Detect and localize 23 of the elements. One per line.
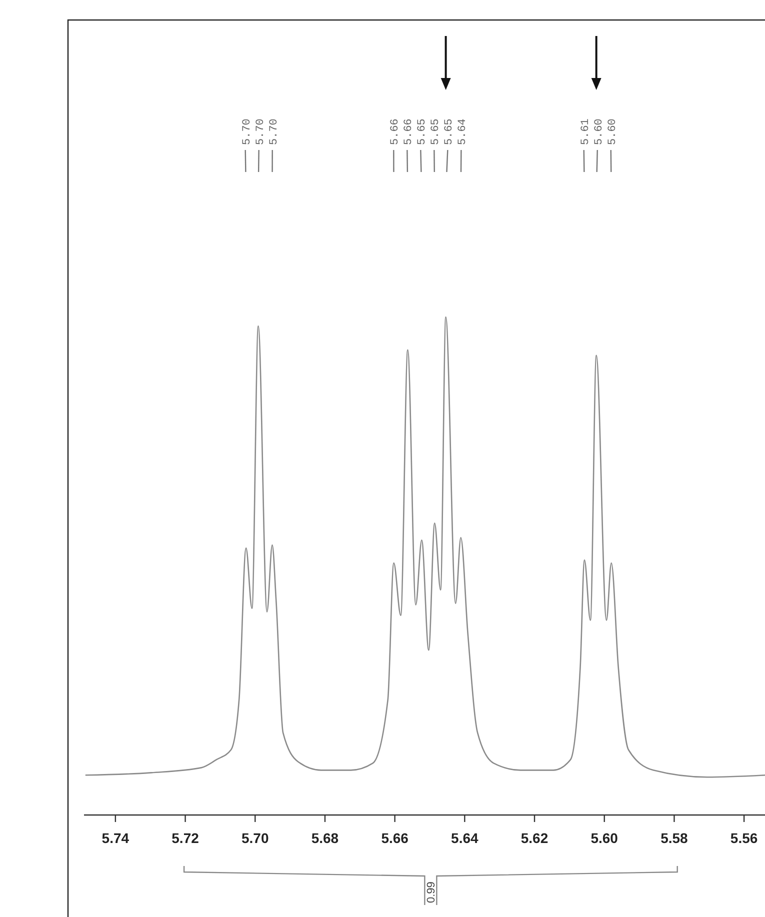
x-tick-label: 5.72: [172, 830, 200, 846]
text: 0.99: [426, 882, 438, 903]
annotation: 5.61: [580, 118, 592, 145]
annotation: 5.60: [593, 118, 606, 145]
annotation: 5.70: [254, 118, 267, 145]
x-tick-label: 5.74: [102, 830, 130, 846]
annotation: 5.70: [268, 118, 280, 145]
annotation: 5.64: [457, 118, 470, 145]
x-tick-label: 5.60: [590, 830, 618, 846]
annotation: 5.66: [403, 118, 416, 145]
x-tick-label: 5.66: [381, 830, 409, 846]
x-tick-label: 5.56: [730, 830, 758, 846]
x-tick-label: 5.58: [660, 830, 688, 846]
annotation: 5.70: [241, 118, 254, 145]
annotation: 5.65: [430, 118, 442, 145]
annotation: 5.60: [606, 118, 619, 145]
x-tick-label: 5.64: [451, 830, 478, 846]
annotation: 5.66: [390, 118, 402, 145]
x-tick-label: 5.62: [520, 830, 548, 846]
x-tick-label: 5.68: [311, 830, 339, 846]
x-tick-label: 5.70: [242, 830, 269, 846]
annotation: 5.65: [444, 118, 456, 145]
annotation: 5.65: [416, 118, 429, 145]
